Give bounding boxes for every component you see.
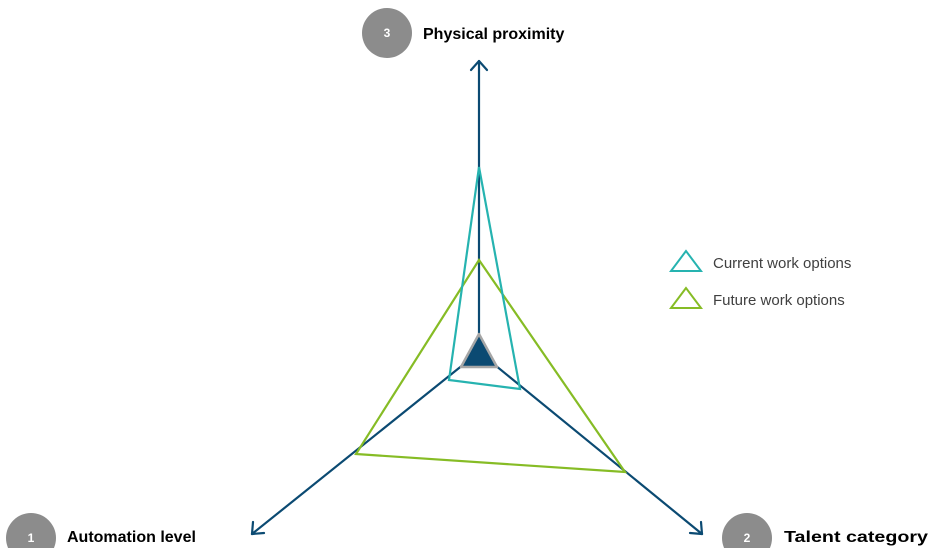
axes: [250, 59, 704, 536]
axis-label: Physical proximity: [423, 26, 564, 43]
axis-label: Talent category: [784, 529, 928, 546]
current-triangle-icon: [669, 249, 703, 272]
future-triangle-icon: [669, 286, 703, 309]
axis-number-badge: [362, 8, 412, 58]
axis-number: 1: [28, 531, 35, 545]
axis-number-badge: [722, 513, 772, 548]
legend-item-future: Future work options: [669, 286, 845, 309]
axis-number: 2: [744, 531, 751, 545]
axis-number: 3: [384, 26, 391, 40]
axis-label-physical-proximity: 3 Physical proximity: [362, 8, 564, 58]
axis-physical-proximity-arrowhead: [469, 59, 489, 72]
axis-talent-category: [477, 350, 704, 536]
axis-number-badge: [6, 513, 56, 548]
axis-label: Automation level: [67, 529, 196, 546]
future-work-triangle: [354, 258, 628, 474]
axis-label-automation-level: 1 Automation level: [6, 513, 196, 548]
legend: Current work options Future work options: [669, 249, 851, 309]
current-work-triangle: [447, 166, 522, 391]
axis-label-talent-category: 2 Talent category: [722, 513, 928, 548]
axis-talent-category-arrowhead: [688, 520, 704, 536]
legend-label-current: Current work options: [713, 255, 851, 272]
legend-label-future: Future work options: [713, 292, 845, 309]
axis-automation-level-arrowhead: [250, 520, 266, 536]
center-triangle-marker: [459, 332, 499, 369]
legend-item-current: Current work options: [669, 249, 851, 272]
axis-automation-level: [250, 350, 481, 536]
